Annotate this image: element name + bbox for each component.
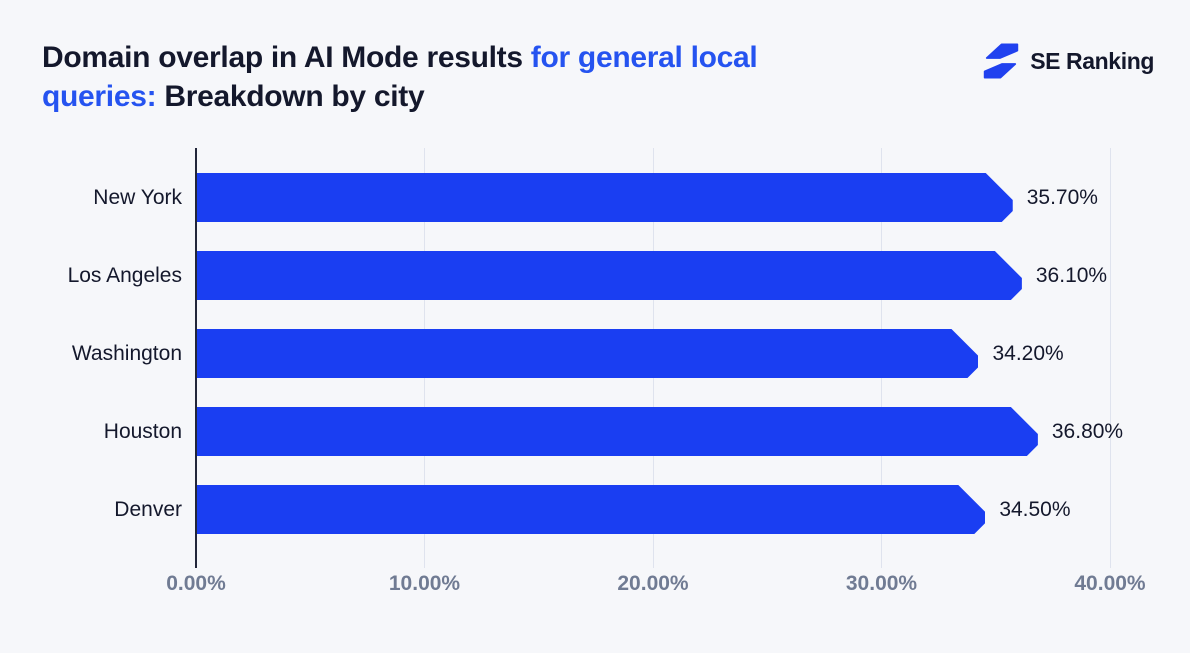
se-ranking-logo-icon: [983, 43, 1019, 79]
x-tick-label: 20.00%: [617, 572, 689, 595]
value-label: 36.80%: [1051, 420, 1124, 443]
x-tick-label: 0.00%: [166, 572, 226, 595]
brand-name: SE Ranking: [1030, 47, 1154, 74]
title-segment: Domain overlap in AI Mode results: [42, 41, 531, 74]
x-tick-label: 30.00%: [845, 572, 918, 595]
bar-denver: [197, 485, 985, 534]
y-axis-line: [195, 148, 197, 568]
value-label: 36.10%: [1035, 264, 1108, 287]
gridline: [1109, 148, 1111, 568]
title-segment: Breakdown by city: [156, 80, 425, 113]
x-tick-label: 40.00%: [1074, 572, 1146, 595]
bar-los-angeles: [197, 251, 1022, 300]
title-segment: for general local: [530, 41, 758, 74]
title-segment: queries:: [42, 80, 157, 113]
value-label: 34.50%: [999, 498, 1071, 521]
value-label: 35.70%: [1026, 186, 1098, 209]
header: Domain overlap in AI Mode results for ge…: [42, 38, 1154, 116]
bar-new-york: [197, 173, 1013, 222]
bar-houston: [197, 407, 1038, 456]
brand-logo: SE Ranking: [982, 42, 1154, 80]
category-label: Washington: [71, 342, 182, 365]
category-label: Denver: [114, 498, 182, 521]
category-label: Houston: [103, 420, 182, 443]
page-title: Domain overlap in AI Mode results for ge…: [42, 38, 758, 116]
x-tick-label: 10.00%: [388, 572, 461, 595]
value-label: 34.20%: [992, 342, 1064, 365]
category-label: Los Angeles: [67, 264, 182, 287]
category-label: New York: [93, 186, 182, 209]
bar-chart: 0.00% 10.00% 20.00% 30.00% 40.00% New York 35.…: [0, 148, 1190, 595]
bar-washington: [197, 329, 978, 378]
